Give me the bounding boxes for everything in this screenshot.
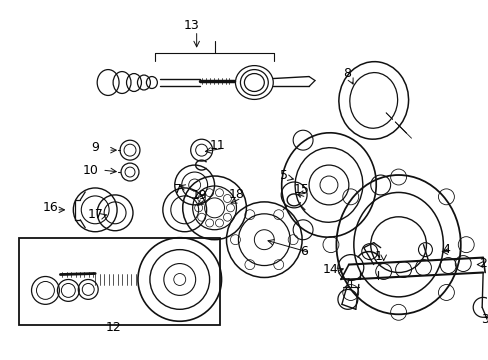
Text: 17: 17	[87, 208, 103, 221]
Text: 7: 7	[173, 184, 182, 197]
Text: 15: 15	[293, 184, 308, 197]
Text: 19: 19	[191, 189, 207, 202]
Text: 8: 8	[342, 67, 350, 80]
Text: 2: 2	[478, 257, 486, 270]
Text: 11: 11	[209, 139, 225, 152]
Text: 4: 4	[442, 243, 449, 256]
Text: 18: 18	[228, 188, 244, 202]
Text: 3: 3	[480, 313, 488, 326]
Text: 16: 16	[42, 201, 58, 214]
Text: 10: 10	[82, 163, 98, 176]
Text: 13: 13	[183, 19, 199, 32]
Text: 6: 6	[300, 245, 307, 258]
Text: 12: 12	[105, 321, 121, 334]
Text: 9: 9	[91, 141, 99, 154]
Text: 1: 1	[374, 250, 382, 263]
Bar	[19, 238, 219, 325]
Text: 14: 14	[323, 263, 338, 276]
Text: 5: 5	[280, 168, 287, 181]
